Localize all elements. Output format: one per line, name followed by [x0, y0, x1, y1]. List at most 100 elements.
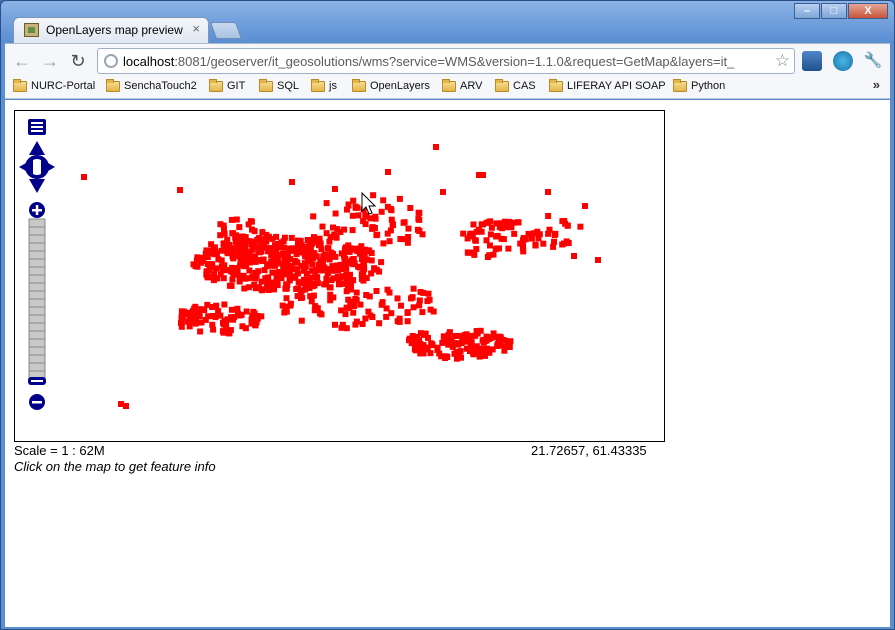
feature-point[interactable] [186, 314, 193, 321]
minimize-button[interactable]: – [794, 3, 820, 19]
feature-point[interactable] [343, 271, 350, 278]
feature-point[interactable] [284, 253, 291, 260]
feature-point[interactable] [211, 251, 218, 258]
feature-point[interactable] [483, 237, 490, 244]
feature-point[interactable] [289, 245, 296, 252]
feature-point[interactable] [220, 240, 227, 247]
feature-point[interactable] [278, 239, 285, 246]
feature-point[interactable] [195, 308, 201, 315]
feature-point[interactable] [352, 321, 359, 328]
feature-point[interactable] [488, 224, 495, 231]
feature-point[interactable] [311, 307, 318, 314]
feature-point[interactable] [371, 225, 378, 231]
feature-point[interactable] [229, 276, 236, 283]
feature-point[interactable] [249, 226, 255, 233]
map-viewport[interactable] [14, 110, 665, 442]
feature-point[interactable] [342, 244, 349, 251]
feature-point[interactable] [264, 284, 271, 291]
feature-point[interactable] [501, 347, 508, 354]
feature-point[interactable] [332, 210, 339, 217]
feature-point[interactable] [520, 248, 527, 255]
feature-point[interactable] [563, 238, 570, 245]
feature-point[interactable] [378, 259, 385, 266]
feature-point[interactable] [223, 246, 230, 253]
feature-point[interactable] [412, 347, 419, 354]
feature-point[interactable] [384, 230, 391, 237]
feature-point[interactable] [297, 289, 304, 296]
feature-point[interactable] [193, 316, 199, 323]
feature-point[interactable] [490, 330, 497, 337]
feature-point[interactable] [361, 265, 368, 272]
feature-point[interactable] [251, 281, 258, 288]
feature-point[interactable] [416, 297, 423, 304]
feature-point[interactable] [210, 326, 217, 333]
feature-point[interactable] [310, 213, 317, 220]
feature-point[interactable] [329, 263, 336, 270]
feature-point[interactable] [373, 288, 380, 294]
feature-point[interactable] [427, 306, 434, 313]
feature-point[interactable] [327, 234, 334, 240]
feature-point[interactable] [419, 309, 426, 316]
feature-point[interactable] [323, 281, 330, 288]
feature-point[interactable] [374, 231, 381, 238]
feature-point[interactable] [452, 340, 459, 347]
feature-point[interactable] [293, 251, 300, 258]
feature-point[interactable] [545, 189, 551, 195]
feature-point[interactable] [211, 244, 218, 251]
bookmark-python[interactable]: Python [673, 78, 725, 92]
feature-point[interactable] [480, 172, 486, 178]
feature-point[interactable] [294, 266, 300, 273]
feature-point[interactable] [400, 236, 407, 243]
feature-point[interactable] [477, 350, 484, 357]
feature-point[interactable] [373, 266, 380, 273]
feature-point[interactable] [178, 320, 184, 326]
feature-point[interactable] [358, 243, 365, 250]
feature-point[interactable] [289, 179, 295, 185]
feature-point[interactable] [188, 318, 195, 325]
feature-point[interactable] [274, 254, 281, 261]
reload-button[interactable]: ↻ [70, 51, 86, 71]
feature-point[interactable] [279, 302, 286, 309]
feature-point[interactable] [497, 220, 504, 227]
feature-point[interactable] [190, 261, 197, 268]
feature-point[interactable] [334, 262, 341, 269]
feature-point[interactable] [561, 218, 568, 224]
feature-point[interactable] [292, 259, 299, 266]
feature-point[interactable] [460, 230, 467, 237]
feature-point[interactable] [367, 215, 374, 222]
feature-point[interactable] [424, 346, 431, 353]
feature-point[interactable] [330, 294, 337, 301]
page-info-icon[interactable] [104, 54, 118, 68]
feature-point[interactable] [454, 355, 460, 362]
feature-point[interactable] [240, 252, 247, 259]
feature-points[interactable] [81, 144, 601, 409]
feature-point[interactable] [264, 262, 271, 269]
zoom-level-step[interactable] [28, 306, 46, 316]
feature-point[interactable] [510, 219, 517, 226]
feature-point[interactable] [550, 243, 557, 250]
feature-point[interactable] [495, 333, 502, 340]
feature-point[interactable] [372, 213, 379, 220]
feature-point[interactable] [221, 317, 228, 324]
feature-point[interactable] [498, 235, 505, 242]
feature-point[interactable] [268, 260, 274, 267]
feature-point[interactable] [416, 216, 423, 223]
feature-point[interactable] [207, 273, 214, 280]
feature-point[interactable] [353, 289, 360, 296]
feature-point[interactable] [494, 232, 501, 239]
bookmark-senchatouch2[interactable]: SenchaTouch2 [106, 78, 197, 92]
feature-point[interactable] [349, 227, 356, 234]
feature-point[interactable] [515, 219, 521, 226]
feature-point[interactable] [197, 328, 204, 335]
feature-point[interactable] [255, 268, 262, 275]
zoom-slider-handle[interactable] [28, 377, 46, 385]
feature-point[interactable] [269, 269, 276, 276]
feature-point[interactable] [420, 342, 427, 349]
feature-point[interactable] [387, 205, 394, 212]
feature-point[interactable] [383, 305, 390, 312]
feature-point[interactable] [525, 230, 532, 237]
feature-point[interactable] [245, 221, 252, 228]
feature-point[interactable] [208, 241, 215, 248]
feature-point[interactable] [315, 261, 322, 268]
feature-point[interactable] [242, 234, 249, 241]
